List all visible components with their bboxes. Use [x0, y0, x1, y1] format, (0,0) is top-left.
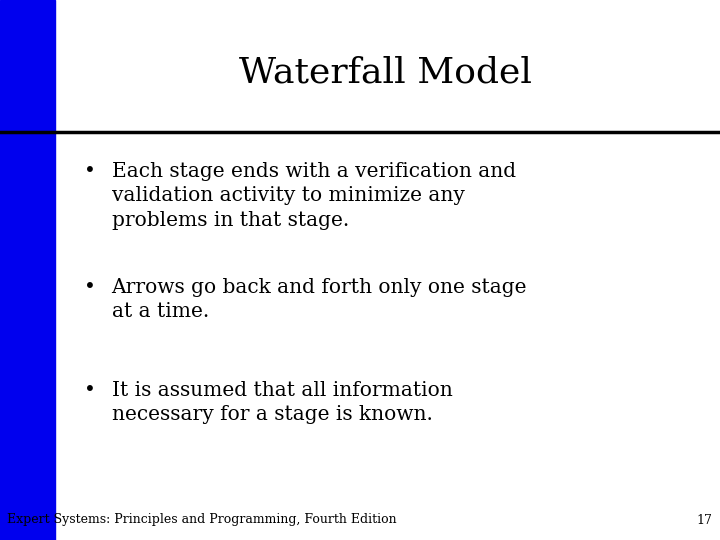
Text: Arrows go back and forth only one stage
at a time.: Arrows go back and forth only one stage … — [112, 278, 527, 321]
Text: •: • — [84, 278, 96, 297]
Bar — [0, 0, 55, 540]
Text: •: • — [84, 381, 96, 400]
Text: 17: 17 — [697, 514, 713, 526]
Text: Each stage ends with a verification and
validation activity to minimize any
prob: Each stage ends with a verification and … — [112, 162, 516, 230]
Text: Waterfall Model: Waterfall Model — [239, 56, 531, 90]
Text: It is assumed that all information
necessary for a stage is known.: It is assumed that all information neces… — [112, 381, 452, 424]
Text: Expert Systems: Principles and Programming, Fourth Edition: Expert Systems: Principles and Programmi… — [7, 514, 397, 526]
Text: •: • — [84, 162, 96, 181]
